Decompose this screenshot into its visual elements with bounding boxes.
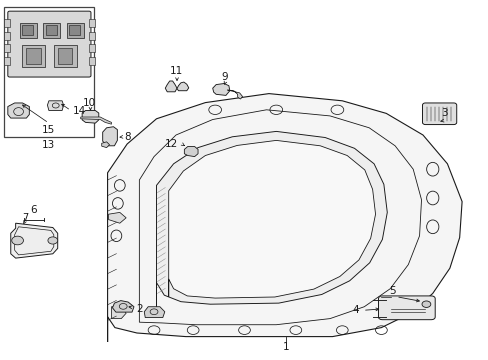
Polygon shape xyxy=(168,140,375,298)
Bar xyxy=(89,32,95,40)
Bar xyxy=(4,19,10,27)
Text: 10: 10 xyxy=(82,98,95,108)
Polygon shape xyxy=(81,117,111,124)
Bar xyxy=(20,23,37,38)
Polygon shape xyxy=(184,147,198,157)
FancyBboxPatch shape xyxy=(422,103,456,125)
Bar xyxy=(54,45,77,67)
Text: 9: 9 xyxy=(221,72,228,82)
Text: 5: 5 xyxy=(388,286,395,296)
Text: 11: 11 xyxy=(169,66,183,76)
Polygon shape xyxy=(11,223,58,258)
Circle shape xyxy=(421,301,430,307)
Text: 4: 4 xyxy=(352,305,359,315)
Text: 3: 3 xyxy=(440,108,447,118)
Bar xyxy=(89,44,95,52)
Bar xyxy=(89,19,95,27)
FancyBboxPatch shape xyxy=(8,11,91,77)
Bar xyxy=(4,32,10,40)
Bar xyxy=(66,23,83,38)
Polygon shape xyxy=(227,90,242,99)
Bar xyxy=(4,44,10,52)
Polygon shape xyxy=(156,131,386,308)
Bar xyxy=(69,25,80,35)
Bar xyxy=(22,45,45,67)
Text: 14: 14 xyxy=(72,106,85,116)
Polygon shape xyxy=(177,82,188,91)
Bar xyxy=(58,48,72,64)
Bar xyxy=(22,25,33,35)
FancyBboxPatch shape xyxy=(378,296,434,320)
Polygon shape xyxy=(112,301,134,312)
Bar xyxy=(26,48,41,64)
Polygon shape xyxy=(82,111,99,123)
Polygon shape xyxy=(47,101,63,111)
Circle shape xyxy=(48,237,58,244)
Text: 8: 8 xyxy=(124,132,131,142)
Bar xyxy=(89,57,95,65)
Polygon shape xyxy=(8,103,29,118)
Polygon shape xyxy=(165,81,177,92)
Circle shape xyxy=(12,236,23,245)
Polygon shape xyxy=(102,142,109,148)
Bar xyxy=(43,23,60,38)
Bar xyxy=(46,25,57,35)
Text: 12: 12 xyxy=(165,139,178,149)
Polygon shape xyxy=(102,127,117,146)
Text: 1: 1 xyxy=(282,342,289,352)
Bar xyxy=(4,7,94,137)
Polygon shape xyxy=(107,94,461,342)
Polygon shape xyxy=(212,84,229,95)
Polygon shape xyxy=(144,307,164,318)
Text: 7: 7 xyxy=(22,213,28,223)
Text: 2: 2 xyxy=(136,303,142,314)
Text: 13: 13 xyxy=(42,140,56,150)
Bar xyxy=(4,57,10,65)
Polygon shape xyxy=(108,212,126,223)
Polygon shape xyxy=(111,307,126,319)
Text: 15: 15 xyxy=(42,125,56,135)
Text: 6: 6 xyxy=(30,205,37,215)
